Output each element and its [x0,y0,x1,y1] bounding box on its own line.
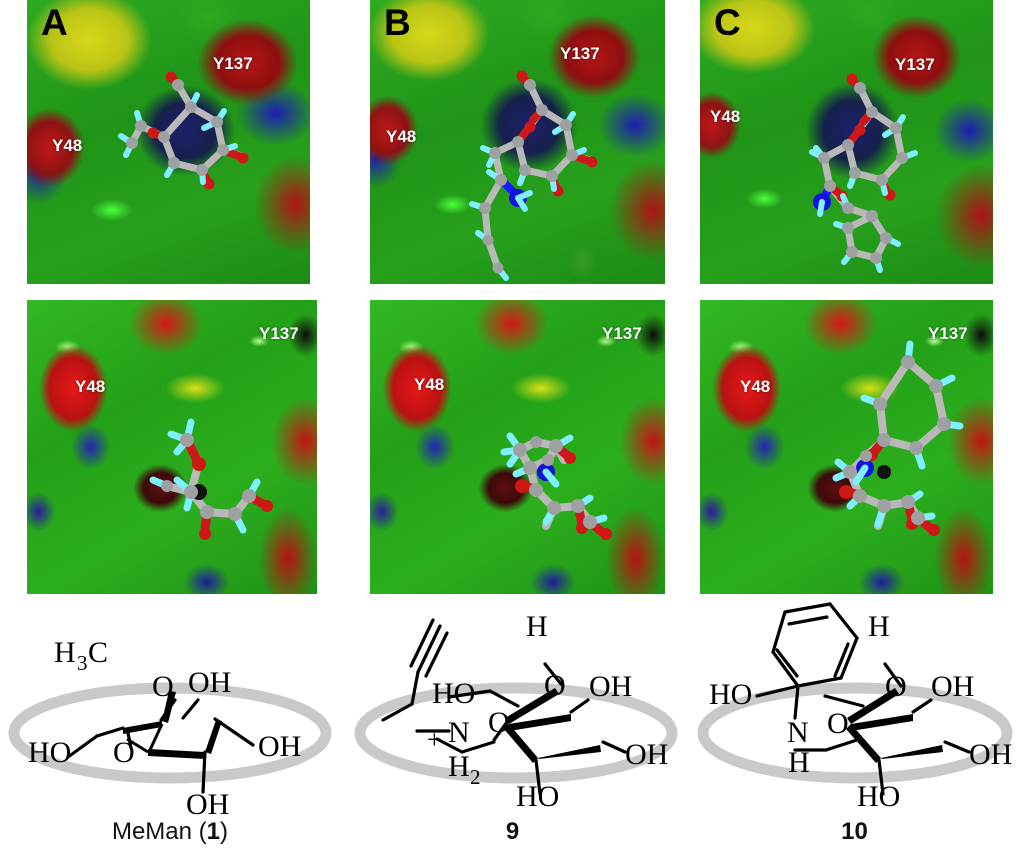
panel-a-bottom: Y137 Y48 [27,300,317,594]
label-methyl: H [54,636,76,669]
label-nh-9: H [448,750,470,783]
label-oh-lower-9: OH [625,738,668,771]
label-oh-lower-10: OH [969,738,1012,771]
residue-label-y137-a-bottom: Y137 [259,324,299,343]
label-oh-upper-10: OH [931,670,974,703]
molecular-surface-c-bottom [700,300,993,594]
panel-letter-b: B [384,2,411,43]
label-oh-right: OH [258,730,301,763]
caption-meman-text: MeMan ( [111,818,207,845]
ligand-compound10-c-bottom [832,340,964,536]
panel-c-top: C Y137 Y48 [700,0,993,284]
label-h-top-9: H [526,610,548,643]
label-ho-bottom-9: HO [516,780,559,813]
residue-label-y137-a-top: Y137 [213,54,253,73]
caption-compound-10: 10 [685,818,1024,846]
ligand-meman-a-bottom [149,418,273,540]
panel-letter-c: C [714,2,741,43]
caption-compound-9: 9 [340,818,685,846]
label-nh-10: H [788,746,810,779]
residue-label-y48-b-bottom: Y48 [414,375,445,394]
label-oh-bottom: OH [186,788,229,821]
ligand-meman-a [118,71,249,190]
label-n-charge-9: + [427,725,442,754]
structure-compound9-svg: H O HO N + H 2 O OH OH HO [354,610,678,813]
caption-meman-number: 1 [206,818,221,845]
structure-compound10-svg: H O HO N H O OH OH HO [697,602,1013,813]
panel-a-top: A Y137 Y48 [27,0,310,284]
label-ring-o-10: O [827,707,849,740]
panel-b-top: B Y137 Y48 [370,0,665,284]
label-ho-left-9: HO [432,677,475,710]
binding-pocket-ring [8,682,332,784]
label-ring-o-9: O [488,706,510,739]
panel-letter-a: A [41,2,68,43]
label-ho-bottom-10: HO [857,780,900,813]
label-h-top-10: H [868,610,890,643]
label-ho-left: HO [28,736,71,769]
ligand-compound9-b-bottom [500,432,612,540]
structure-meman: H 3 C O O OH OH OH HO MeMan (1) [0,600,340,845]
caption-meman-tail: ) [220,818,229,845]
panel-c-bottom: Y137 Y48 [700,300,993,594]
label-oh-upper-9: OH [589,670,632,703]
molecular-surface-a-bottom [27,300,317,594]
caption-compound10-number: 10 [841,818,868,845]
label-ring-o: O [113,736,135,769]
residue-label-y48-b-top: Y48 [386,127,417,146]
panel-b-bottom: Y137 Y48 [370,300,665,594]
residue-label-y48-a-bottom: Y48 [75,377,106,396]
label-ho-left-10: HO [709,678,752,711]
residue-label-y137-b-bottom: Y137 [602,324,642,343]
label-methyl-sub: 3 [77,651,88,675]
residue-label-y48-a-top: Y48 [52,136,83,155]
label-o-top-9: O [544,669,566,702]
label-o-top-10: O [885,670,907,703]
label-methyl-c: C [88,636,108,669]
label-n-9: N [448,716,470,749]
structure-meman-svg: H 3 C O O OH OH OH HO [8,636,332,821]
binding-pocket-ring [697,682,1013,784]
label-oh-top: OH [188,666,231,699]
structure-compound-9: H O HO N + H 2 O OH OH HO 9 [340,600,685,845]
label-nh-sub-9: 2 [470,765,481,789]
residue-label-y137-b-top: Y137 [560,44,600,63]
caption-compound9-number: 9 [505,818,520,845]
residue-label-y48-c-top: Y48 [710,107,741,126]
residue-label-y137-c-bottom: Y137 [928,324,968,343]
caption-meman: MeMan (1) [0,818,340,846]
label-glycosidic-o: O [152,670,174,703]
binding-pocket-ring [354,682,678,784]
structure-compound-10: H O HO N H O OH OH HO 10 [685,600,1024,845]
ligand-compound9-b [469,70,598,281]
residue-label-y137-c-top: Y137 [895,55,935,74]
residue-label-y48-c-bottom: Y48 [740,377,771,396]
ligand-compound10-c [809,73,918,273]
label-n-10: N [787,716,809,749]
